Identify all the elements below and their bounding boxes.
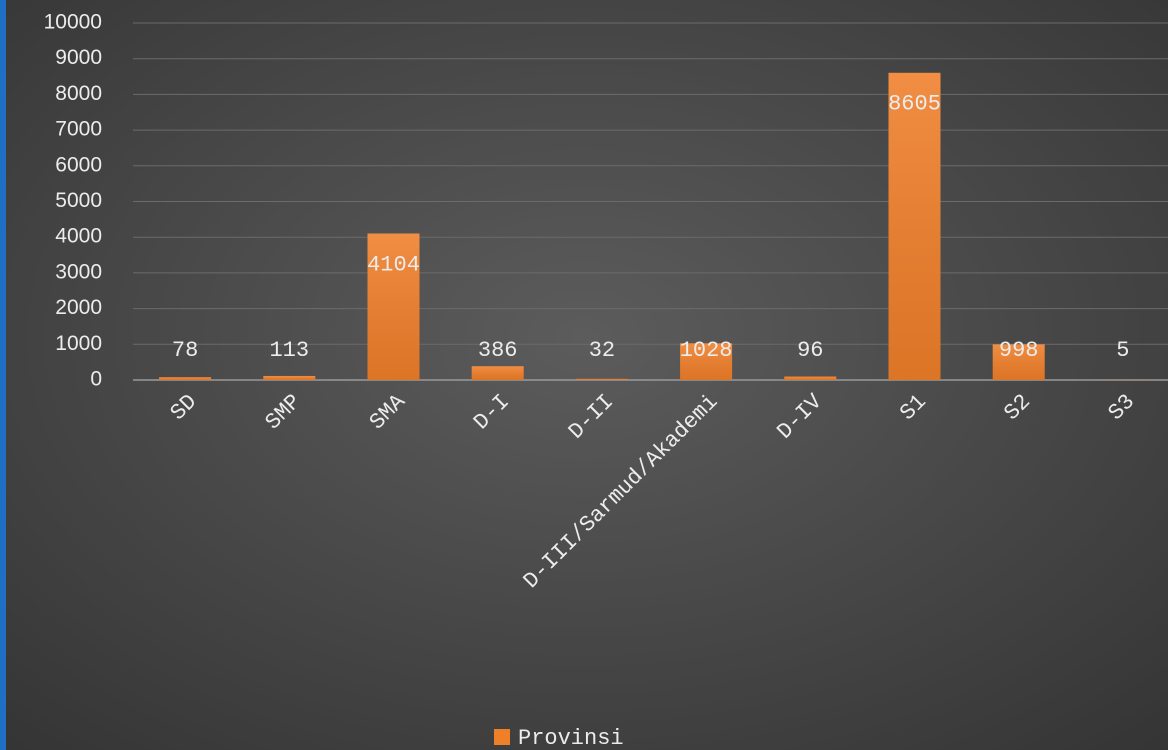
y-tick-label: 6000 <box>55 153 102 176</box>
bar-shade <box>888 72 941 380</box>
data-label: 1028 <box>680 338 733 363</box>
data-label: 5 <box>1116 338 1129 363</box>
bar-shade <box>367 233 420 380</box>
legend-label: Provinsi <box>518 726 624 750</box>
side-strip <box>0 0 6 750</box>
data-label: 78 <box>172 338 198 363</box>
data-label: 386 <box>478 338 518 363</box>
data-label: 32 <box>589 338 615 363</box>
data-label: 96 <box>797 338 823 363</box>
bar-shade <box>263 375 316 380</box>
bar-shade <box>575 378 628 380</box>
bar-shade <box>680 343 733 380</box>
data-label: 998 <box>999 338 1039 363</box>
y-tick-label: 2000 <box>55 296 102 319</box>
data-label: 4104 <box>367 252 420 277</box>
data-label: 8605 <box>888 92 941 117</box>
y-tick-label: 3000 <box>55 260 102 283</box>
y-tick-label: 5000 <box>55 189 102 212</box>
y-tick-label: 10000 <box>44 11 102 34</box>
bar-shade <box>471 366 524 380</box>
y-tick-label: 4000 <box>55 225 102 248</box>
bar-shade <box>992 344 1045 380</box>
y-tick-label: 9000 <box>55 46 102 69</box>
y-tick-label: 7000 <box>55 118 102 141</box>
legend-swatch <box>494 729 510 745</box>
y-tick-label: 0 <box>90 368 102 391</box>
bar-shade <box>784 376 837 380</box>
data-label: 113 <box>269 338 309 363</box>
y-tick-label: 8000 <box>55 82 102 105</box>
y-tick-label: 1000 <box>55 332 102 355</box>
bar-shade <box>159 377 212 380</box>
